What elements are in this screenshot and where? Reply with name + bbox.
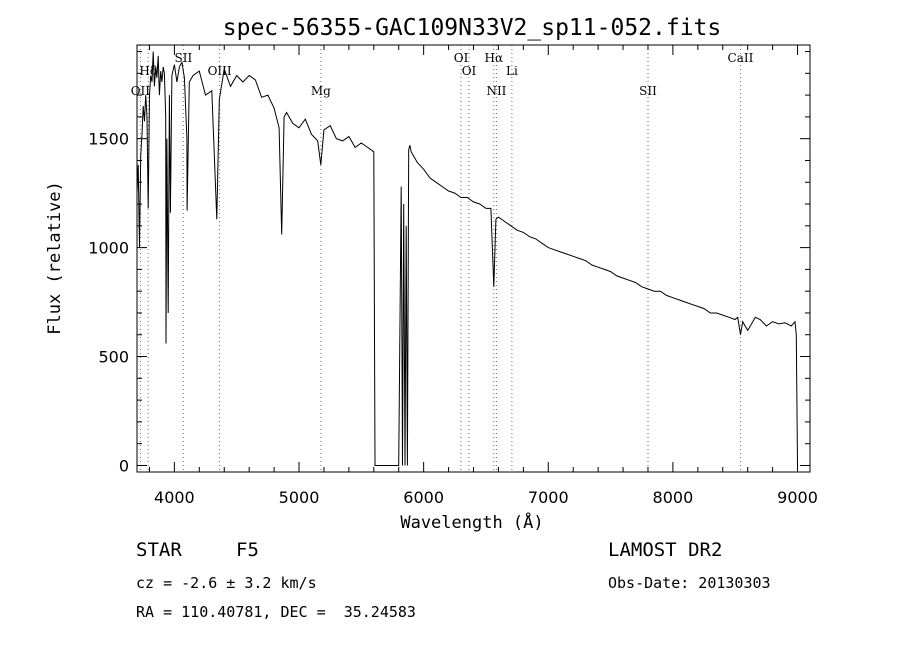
spectral-subclass: F5 — [236, 539, 259, 561]
velocity-readout: cz = -2.6 ± 3.2 km/s — [136, 574, 317, 592]
object-type: STAR — [136, 539, 182, 561]
y-tick-label: 1000 — [88, 239, 129, 258]
spectral-line-label: Mg — [311, 84, 331, 98]
y-axis-label: Flux (relative) — [45, 181, 65, 335]
x-tick-label: 4000 — [154, 488, 195, 507]
spectral-line-label: SII — [175, 51, 193, 65]
x-tick-label: 5000 — [279, 488, 320, 507]
spectral-line-label: OIII — [208, 64, 232, 78]
x-tick-label: 9000 — [777, 488, 818, 507]
plot-axes — [137, 45, 810, 472]
observation-date: Obs-Date: 20130303 — [608, 574, 771, 592]
spectral-line-label: SII — [639, 84, 657, 98]
y-tick-label: 0 — [119, 456, 129, 475]
spectral-line-label: OI — [462, 64, 477, 78]
chart-title: spec-56355-GAC109N33V2_sp11-052.fits — [223, 15, 722, 41]
axis-ticks: 4000 5000 6000 7000 8000 9000 0 500 1000 1500 — [88, 45, 818, 507]
spectral-line-label: CaII — [728, 51, 754, 65]
plot-frame — [137, 45, 810, 472]
spectral-line-label: NII — [486, 84, 506, 98]
y-tick-label: 1500 — [88, 130, 129, 149]
spectral-line-markers — [140, 45, 740, 472]
coordinates-readout: RA = 110.40781, DEC = 35.24583 — [136, 603, 416, 621]
spectral-line-label: Hδ — [139, 64, 157, 78]
x-tick-label: 6000 — [403, 488, 444, 507]
spectral-line-label: Hα — [485, 51, 504, 65]
spectral-line-label: OII — [131, 84, 151, 98]
x-tick-label: 8000 — [653, 488, 694, 507]
x-axis-label: Wavelength (Å) — [400, 511, 543, 533]
spectrum-series — [137, 52, 798, 466]
spectrum-line — [137, 52, 798, 466]
x-tick-label: 7000 — [528, 488, 569, 507]
y-tick-label: 500 — [98, 348, 129, 367]
survey-name: LAMOST DR2 — [608, 539, 722, 561]
spectral-line-label: Li — [506, 64, 518, 78]
spectral-line-label: OI — [454, 51, 469, 65]
